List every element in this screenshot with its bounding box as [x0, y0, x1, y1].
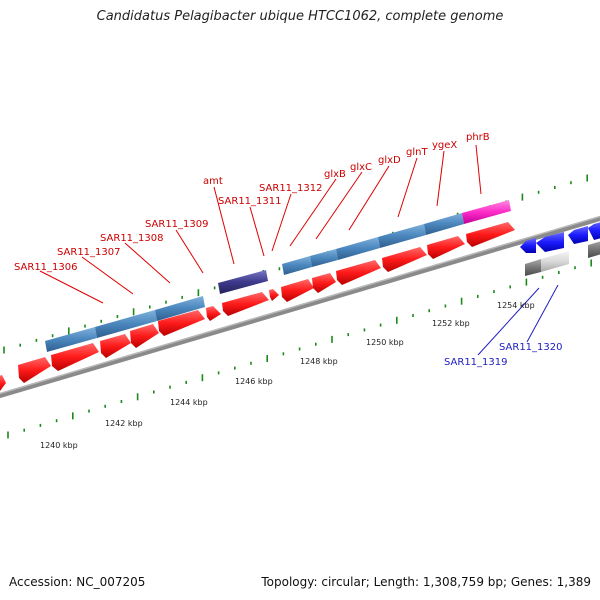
- scale-label: 1242 kbp: [105, 419, 143, 428]
- scale-label: 1246 kbp: [235, 377, 273, 386]
- gene-label-glxc: glxC: [350, 162, 372, 173]
- genome-title: Candidatus Pelagibacter ubique HTCC1062,…: [96, 9, 504, 24]
- scale-label: 1252 kbp: [432, 319, 470, 328]
- gene-bar: [336, 237, 380, 260]
- gene-label-amt: amt: [203, 176, 223, 187]
- gene-label-phrb: phrB: [466, 132, 490, 143]
- gene-label-sar11-1307: SAR11_1307: [57, 247, 121, 258]
- cds-arrow: [312, 273, 336, 293]
- cds-arrow: [158, 310, 205, 336]
- gene-label-sar11-1319: SAR11_1319: [444, 357, 508, 368]
- gene-bar: [378, 224, 426, 248]
- cds-arrow: [466, 222, 515, 247]
- gene-label-glxd: glxD: [378, 155, 401, 166]
- cds-arrow: [222, 292, 269, 316]
- gene-label-sar11-1306: SAR11_1306: [14, 262, 78, 273]
- gene-track: [45, 200, 511, 352]
- cds-arrow: [336, 260, 381, 285]
- cds-arrow: [427, 236, 465, 259]
- scale-label: 1240 kbp: [40, 441, 78, 450]
- gene-bar-reverse: [525, 259, 541, 276]
- gene-labels: SAR11_1306 SAR11_1307 SAR11_1308 SAR11_1…: [14, 132, 490, 273]
- genome-summary: Topology: circular; Length: 1,308,759 bp…: [261, 575, 591, 589]
- label-leaders: [39, 144, 482, 304]
- backbone: [0, 215, 600, 399]
- cds-arrow: [51, 343, 99, 371]
- gene-bar: [282, 256, 312, 275]
- gene-bar: [310, 249, 338, 267]
- gene-bar: [462, 200, 511, 224]
- scale-label: 1250 kbp: [366, 338, 404, 347]
- label-leaders-blue: [477, 284, 559, 356]
- gene-label-sar11-1311: SAR11_1311: [218, 196, 282, 207]
- gene-bar: [424, 213, 464, 235]
- accession-label: Accession: NC_007205: [9, 575, 146, 589]
- gene-label-sar11-1309: SAR11_1309: [145, 219, 209, 230]
- cds-arrow: [269, 289, 279, 301]
- gene-labels-blue: SAR11_1319 SAR11_1320: [444, 342, 563, 368]
- cds-arrow-reverse: [588, 222, 600, 240]
- gene-bar: [155, 296, 205, 321]
- gene-bar: [218, 270, 268, 294]
- gene-label-ygex: ygeX: [432, 140, 457, 151]
- cds-arrow: [18, 357, 51, 383]
- cds-arrow: [206, 306, 221, 321]
- gene-label-sar11-1320: SAR11_1320: [499, 342, 563, 353]
- cds-arrow: [0, 375, 6, 391]
- scale-label: 1244 kbp: [170, 398, 208, 407]
- cds-arrow-reverse: [568, 226, 588, 244]
- gene-label-sar11-1308: SAR11_1308: [100, 233, 164, 244]
- scale-labels: 1240 kbp 1242 kbp 1244 kbp 1246 kbp 1248…: [40, 301, 535, 450]
- cds-arrow: [281, 279, 314, 302]
- cds-arrow-reverse: [536, 232, 564, 252]
- gene-label-sar11-1312: SAR11_1312: [259, 183, 323, 194]
- cds-arrow: [130, 324, 159, 348]
- gene-label-glxb: glxB: [324, 169, 346, 180]
- tick-track-inner: [7, 259, 593, 439]
- cds-arrow-reverse: [520, 238, 536, 253]
- cds-arrow: [100, 334, 131, 358]
- gene-bar-reverse: [541, 251, 569, 272]
- gene-bar-reverse: [588, 241, 600, 258]
- reverse-track: [520, 222, 600, 276]
- scale-label: 1248 kbp: [300, 357, 338, 366]
- gene-bar: [95, 310, 157, 338]
- scale-label: 1254 kbp: [497, 301, 535, 310]
- gene-bar: [45, 327, 97, 352]
- gene-label-glnt: glnT: [406, 147, 428, 158]
- cds-arrow: [382, 247, 427, 272]
- cds-track: [0, 222, 515, 391]
